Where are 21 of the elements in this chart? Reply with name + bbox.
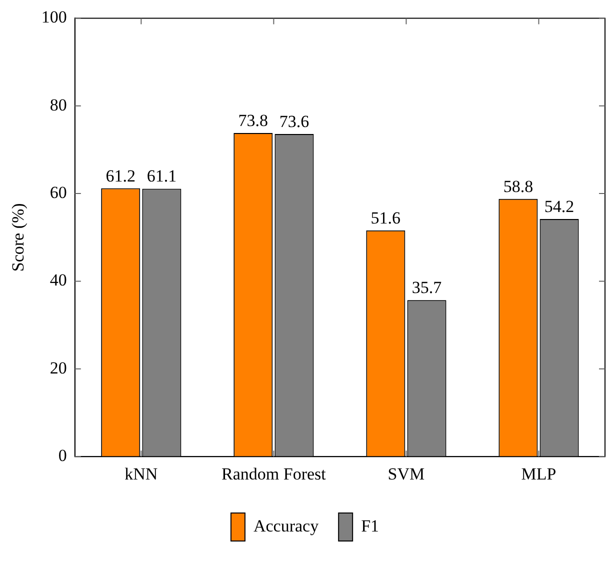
legend-label: F1 — [361, 516, 380, 536]
data-label: 54.2 — [544, 196, 574, 216]
data-label: 35.7 — [412, 278, 442, 298]
data-label: 61.1 — [146, 166, 177, 186]
x-tick-label: SVM — [388, 464, 425, 484]
x-tick-label: Random Forest — [222, 464, 326, 484]
y-tick-label: 0 — [58, 446, 67, 466]
y-axis-title: Score (%) — [8, 203, 28, 272]
data-label: 61.2 — [106, 166, 136, 186]
data-label: 51.6 — [370, 208, 401, 228]
y-tick-label: 60 — [50, 183, 67, 202]
data-label: 58.8 — [503, 176, 534, 196]
legend-label: Accuracy — [253, 516, 320, 536]
data-label: 73.6 — [279, 112, 310, 131]
data-label: 73.8 — [238, 111, 268, 130]
x-tick-label: MLP — [521, 464, 556, 484]
y-tick-label: 80 — [50, 95, 67, 114]
x-tick-label: kNN — [124, 464, 158, 484]
y-tick-label: 40 — [50, 270, 67, 290]
y-tick-label: 100 — [41, 8, 67, 27]
y-tick-label: 20 — [50, 358, 67, 378]
